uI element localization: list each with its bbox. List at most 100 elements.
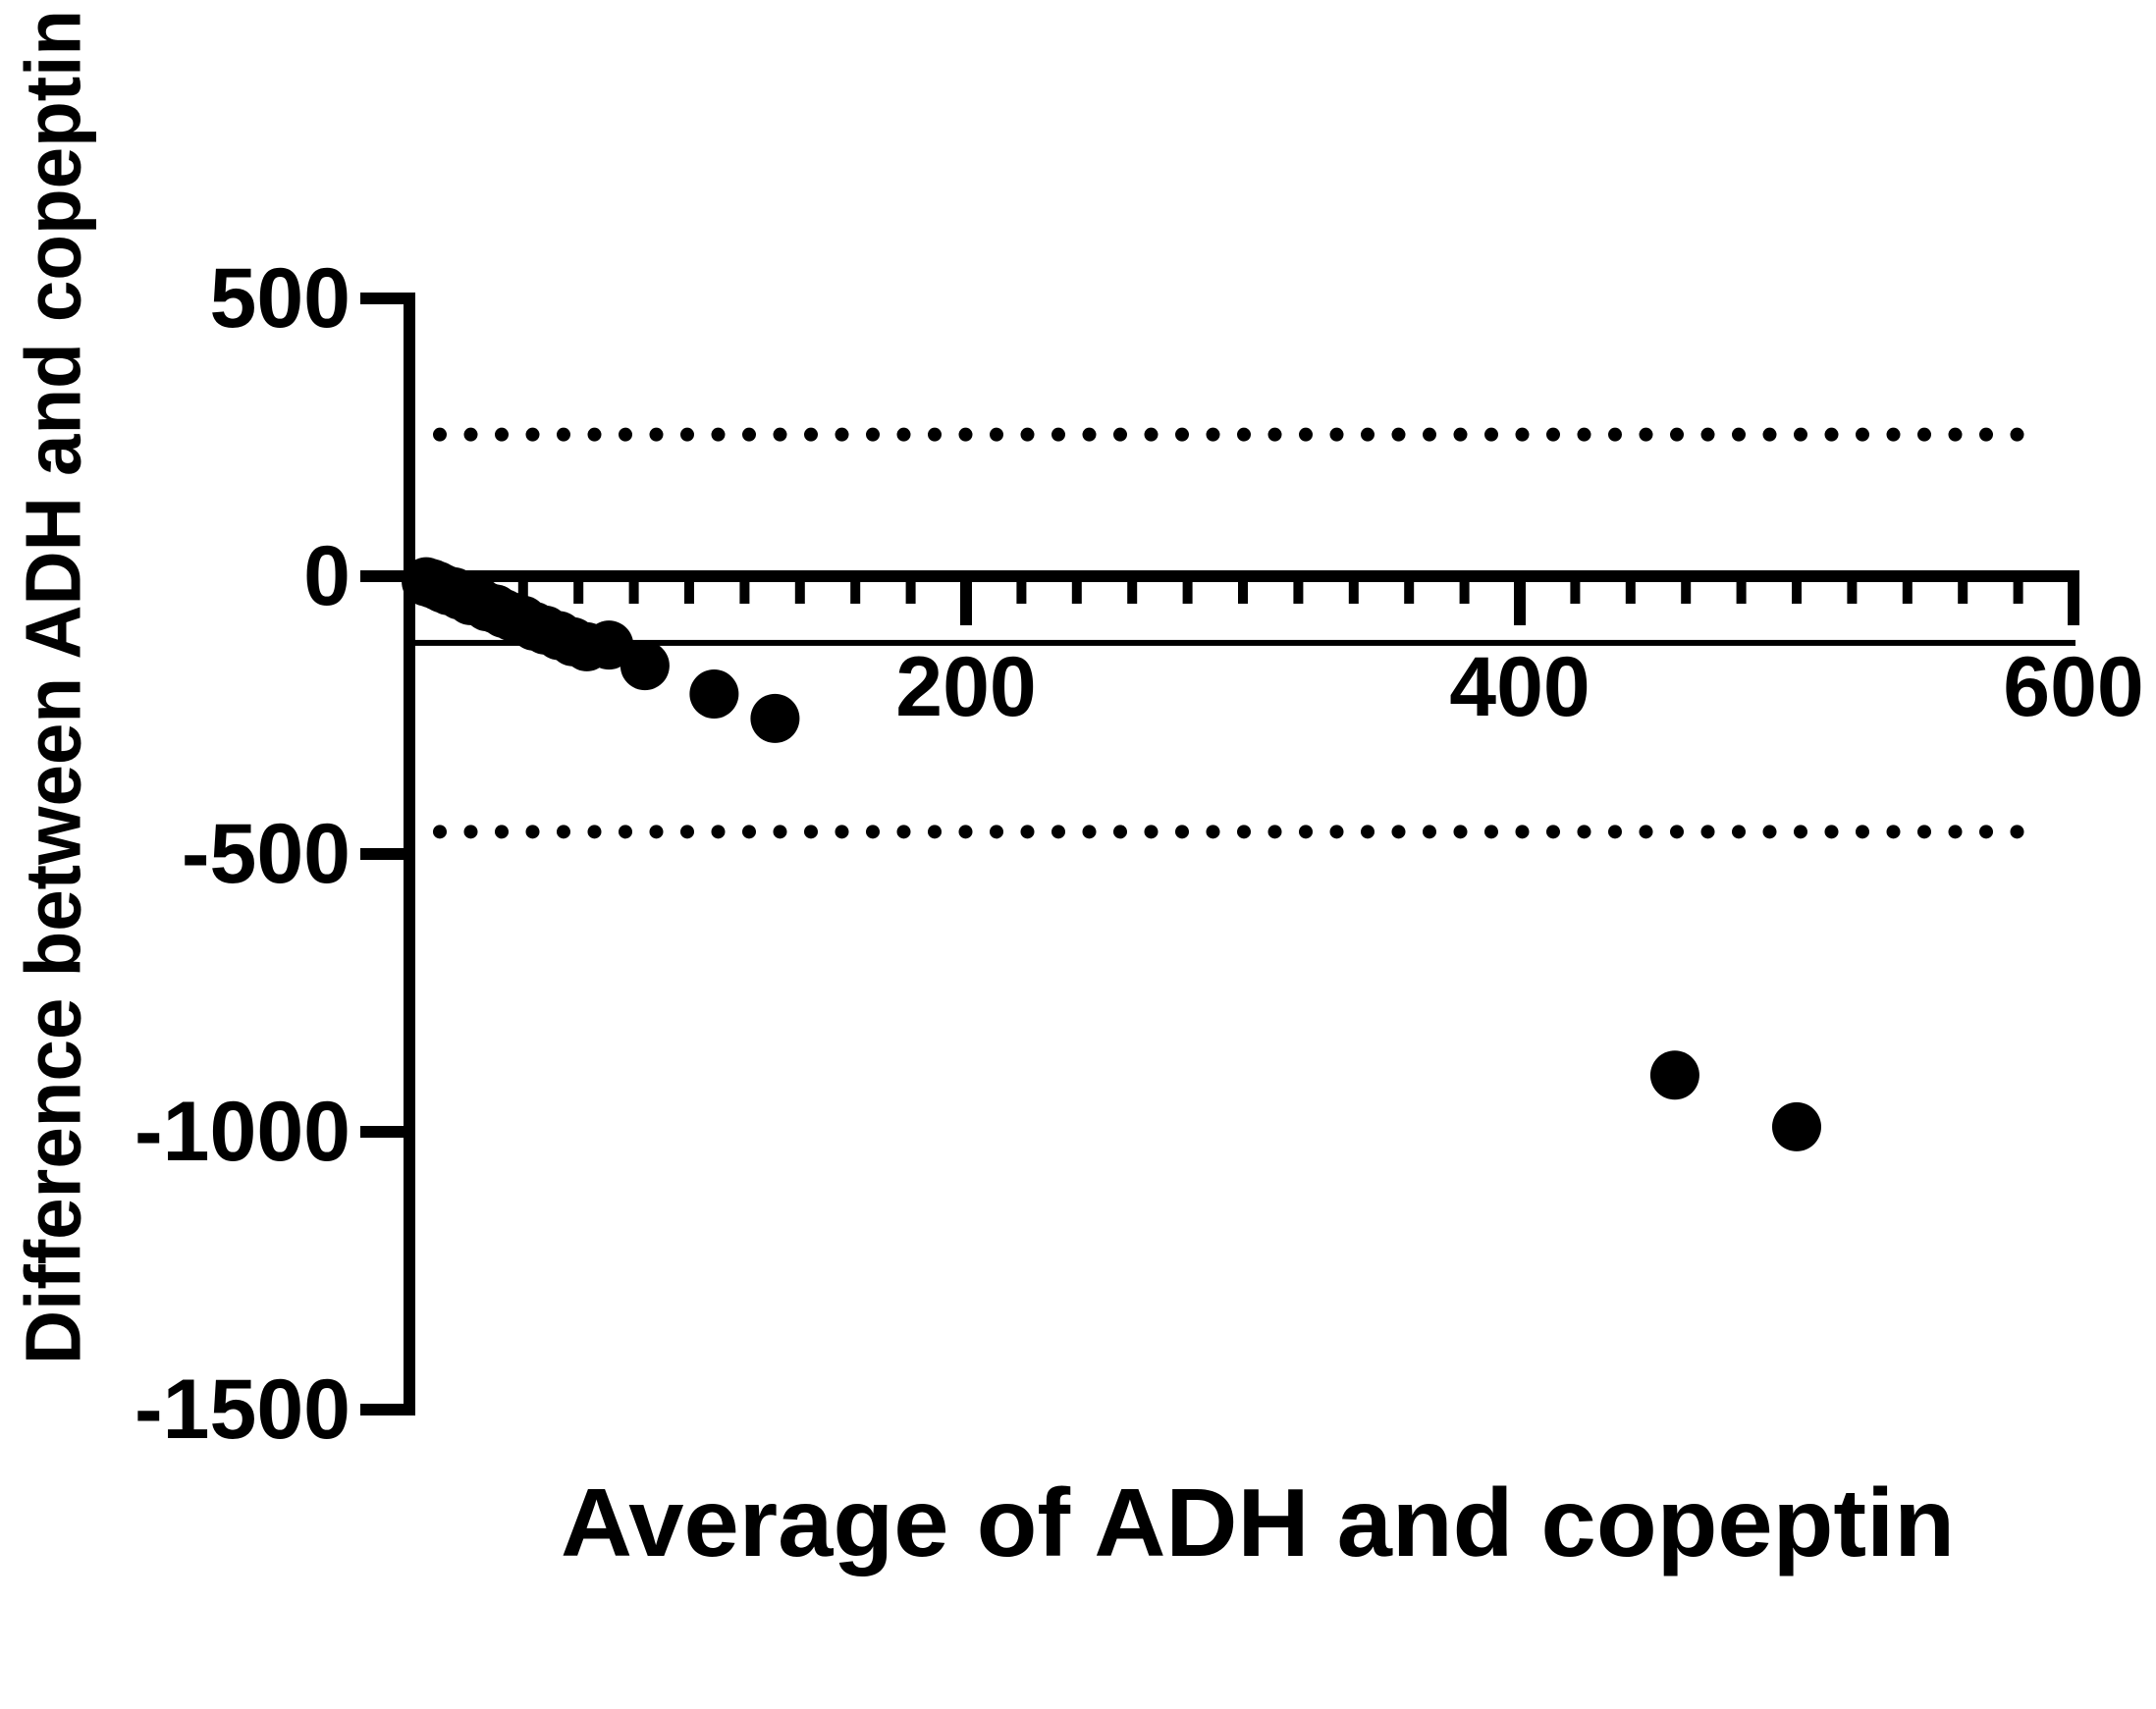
lower-loa-dotted-line-dot [1484,825,1498,839]
x-axis-minor-tick [1847,582,1858,604]
lower-loa-dotted-line-dot [1639,825,1653,839]
lower-loa-dotted-line-dot [587,825,602,839]
upper-loa-dotted-line-dot [1824,427,1839,442]
x-axis-minor-tick [517,582,528,604]
upper-loa-dotted-line-dot [619,427,632,442]
upper-loa-dotted-line-dot [1361,427,1374,442]
upper-loa-dotted-line-dot [804,427,818,442]
upper-loa-dotted-line-dot [525,427,540,442]
y-axis-tick-label: -1000 [135,1085,350,1179]
lower-loa-dotted-line-dot [990,825,1003,839]
y-axis-tick-label: -500 [182,807,350,901]
upper-loa-dotted-line-dot [1299,427,1313,442]
y-axis-spine [404,293,415,1415]
x-axis-minor-tick [573,582,584,604]
x-axis-minor-tick [1625,582,1636,604]
lower-loa-dotted-line-dot [2010,825,2024,839]
lower-loa-dotted-line-dot [1175,825,1189,839]
lower-loa-dotted-line-dot [1824,825,1839,839]
lower-loa-dotted-line-dot [1577,825,1591,839]
upper-loa-dotted-line-dot [1144,427,1159,442]
x-axis-minor-tick [794,582,805,604]
upper-loa-dotted-line-dot [835,427,849,442]
x-axis-minor-tick [1902,582,1913,604]
mean-bias-line [412,639,2075,646]
y-axis-tick [360,1404,404,1415]
lower-loa-dotted-line-dot [1856,825,1869,839]
y-axis-tick [360,1126,404,1138]
lower-loa-dotted-line-dot [1794,825,1807,839]
x-axis-minor-tick [1127,582,1138,604]
upper-loa-dotted-line-dot [1732,427,1746,442]
upper-loa-dotted-line-dot [1175,427,1189,442]
upper-loa-dotted-line-dot [1886,427,1901,442]
lower-loa-dotted-line-dot [619,825,632,839]
upper-loa-dotted-line-dot [587,427,602,442]
x-axis-minor-tick [2013,582,2023,604]
lower-loa-dotted-line-dot [1979,825,1993,839]
x-axis-minor-tick [1958,582,1968,604]
x-axis-minor-tick [1681,582,1692,604]
x-axis-tick [1514,582,1526,625]
x-axis-minor-tick [1736,582,1747,604]
lower-loa-dotted-line-dot [1423,825,1436,839]
y-axis-tick-label: -1500 [135,1362,350,1457]
y-axis-title: Difference between ADH and copeptin [10,10,97,1364]
upper-loa-dotted-line-dot [649,427,664,442]
x-axis-tick [960,582,972,625]
x-axis-minor-tick [1016,582,1027,604]
lower-loa-dotted-line-dot [1515,825,1530,839]
lower-loa-dotted-line-dot [835,825,849,839]
upper-loa-dotted-line-dot [1020,427,1035,442]
x-axis-minor-tick [1182,582,1193,604]
x-axis-minor-tick [1404,582,1415,604]
lower-loa-dotted-line-dot [1453,825,1468,839]
upper-loa-dotted-line-dot [1484,427,1498,442]
upper-loa-dotted-line-dot [773,427,787,442]
data-point [689,668,739,719]
upper-loa-dotted-line-dot [1206,427,1220,442]
x-axis-tick-label: 200 [895,640,1037,734]
lower-loa-dotted-line-dot [649,825,664,839]
upper-loa-dotted-line-dot [495,427,509,442]
upper-loa-dotted-line-dot [1237,427,1251,442]
y-axis-tick-label: 0 [303,529,350,623]
upper-loa-dotted-line-dot [1700,427,1715,442]
x-axis-title: Average of ADH and copeptin [561,1469,1955,1576]
x-axis-minor-tick [684,582,694,604]
lower-loa-dotted-line-dot [1608,825,1622,839]
lower-loa-dotted-line-dot [525,825,540,839]
lower-loa-dotted-line-dot [896,825,911,839]
data-point [1649,1050,1699,1100]
x-axis-tick-label: 400 [1449,640,1590,734]
y-axis-tick-label: 500 [210,251,351,346]
upper-loa-dotted-line-dot [1794,427,1807,442]
lower-loa-dotted-line-dot [495,825,509,839]
lower-loa-dotted-line-dot [928,825,942,839]
lower-loa-dotted-line-dot [1082,825,1097,839]
lower-loa-dotted-line-dot [1948,825,1963,839]
upper-loa-dotted-line-dot [1608,427,1622,442]
y-axis-tick [360,848,404,860]
upper-loa-dotted-line-dot [1515,427,1530,442]
upper-loa-dotted-line-dot [1113,427,1127,442]
lower-loa-dotted-line-dot [1700,825,1715,839]
lower-loa-dotted-line-dot [1670,825,1684,839]
lower-loa-dotted-line-dot [742,825,756,839]
lower-loa-dotted-line-dot [1267,825,1282,839]
upper-loa-dotted-line-dot [1917,427,1931,442]
upper-loa-dotted-line-dot [1856,427,1869,442]
upper-loa-dotted-line-dot [866,427,880,442]
upper-loa-dotted-line-dot [1577,427,1591,442]
y-axis-tick [360,570,404,582]
upper-loa-dotted-line-dot [557,427,570,442]
upper-loa-dotted-line-dot [1948,427,1963,442]
upper-loa-dotted-line-dot [2010,427,2024,442]
upper-loa-dotted-line-dot [1670,427,1684,442]
x-axis-tick-label: 600 [2003,640,2144,734]
x-axis-minor-tick [1238,582,1248,604]
lower-loa-dotted-line-dot [866,825,880,839]
data-point [584,620,634,670]
lower-loa-dotted-line-dot [1762,825,1777,839]
